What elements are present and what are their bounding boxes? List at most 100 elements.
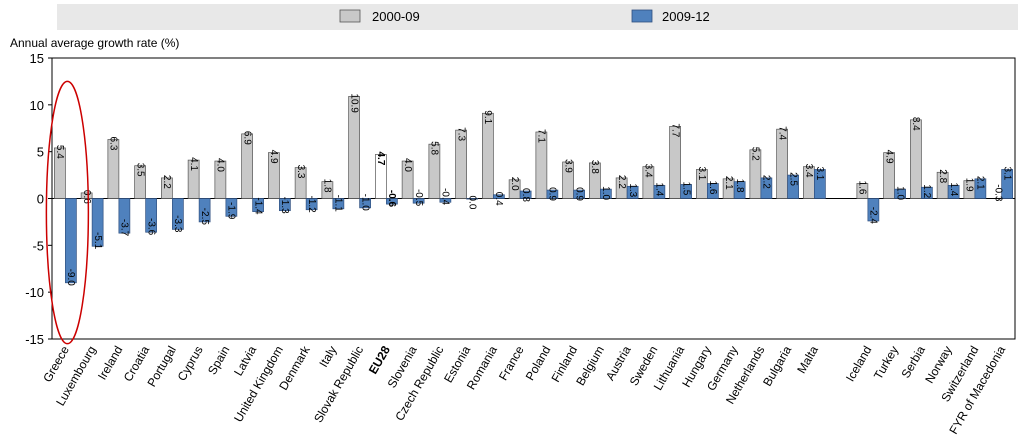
bar-2009-12-slovenia bbox=[412, 198, 425, 204]
data-label-2000-09-luxembourg: 0.6 bbox=[81, 190, 92, 204]
bar-2009-12-ireland bbox=[118, 198, 131, 234]
bar-2000-09-eu28 bbox=[375, 154, 387, 199]
data-label-2000-09-hungary: 3.1 bbox=[696, 166, 707, 180]
data-label-2009-12-netherlands: 2.2 bbox=[761, 175, 772, 189]
data-label-2009-12-belgium: 1.0 bbox=[600, 186, 611, 200]
data-label-2000-09-united-kingdom: 4.9 bbox=[268, 150, 279, 164]
data-label-2000-09-serbia: 8.4 bbox=[910, 117, 921, 131]
y-tick-label: 0 bbox=[37, 192, 44, 207]
bar-2000-09-luxembourg bbox=[80, 192, 93, 199]
bar-2009-12-finland bbox=[573, 189, 585, 199]
bar-2000-09-denmark bbox=[294, 167, 307, 199]
bar-2000-09-croatia bbox=[134, 165, 146, 199]
bar-2009-12-denmark bbox=[305, 198, 318, 211]
bar-2000-09-turkey bbox=[883, 152, 895, 199]
bar-2009-12-greece bbox=[65, 198, 77, 284]
data-label-2009-12-germany: 1.8 bbox=[734, 179, 745, 193]
data-label-2009-12-iceland: -2.4 bbox=[868, 207, 879, 225]
legend-label-2000-09: 2000-09 bbox=[372, 9, 420, 24]
data-label-2009-12-fyr-of-macedonia: 3.1 bbox=[1001, 166, 1012, 180]
data-label-2000-09-italy: 1.8 bbox=[322, 179, 333, 193]
legend-item-2000-09: 2000-09 bbox=[339, 9, 420, 24]
data-label-2009-12-greece: -9.0 bbox=[65, 269, 76, 287]
bar-2000-09-cyprus bbox=[187, 159, 200, 199]
data-label-2009-12-croatia: -3.6 bbox=[145, 218, 156, 236]
y-tick-label: 10 bbox=[30, 98, 44, 113]
bar-2009-12-italy bbox=[332, 198, 345, 210]
bar-2000-09-united-kingdom bbox=[268, 152, 280, 199]
category-label-turkey: Turkey bbox=[871, 344, 901, 382]
data-label-2000-09-spain: 4.0 bbox=[215, 158, 226, 172]
data-label-2009-12-czech-republic: -0.4 bbox=[440, 188, 451, 206]
data-label-2009-12-luxembourg: -5.1 bbox=[92, 232, 103, 250]
data-label-2009-12-malta: 3.1 bbox=[814, 166, 825, 180]
data-label-2009-12-portugal: -3.3 bbox=[172, 215, 183, 233]
bar-2009-12-poland bbox=[546, 189, 559, 199]
data-label-2000-09-portugal: 2.2 bbox=[161, 175, 172, 189]
bar-2000-09-poland bbox=[535, 131, 548, 199]
bar-2009-12-norway bbox=[947, 185, 960, 199]
data-label-2009-12-france: 0.8 bbox=[520, 188, 531, 202]
category-label-cyprus: Cyprus bbox=[175, 344, 206, 384]
data-label-2009-12-eu28: -0.6 bbox=[386, 190, 397, 208]
data-label-2000-09-france: 2.0 bbox=[509, 177, 520, 191]
legend-label-2009-12: 2009-12 bbox=[662, 9, 710, 24]
bar-2009-12-croatia bbox=[145, 198, 157, 233]
data-label-2000-09-latvia: 6.9 bbox=[241, 131, 252, 145]
bar-2000-09-romania bbox=[482, 112, 494, 199]
data-label-2009-12-spain: -1.9 bbox=[226, 202, 237, 220]
data-label-2009-12-united-kingdom: -1.3 bbox=[279, 196, 290, 214]
data-label-2009-12-latvia: -1.4 bbox=[252, 197, 263, 215]
data-label-2009-12-turkey: 1.0 bbox=[894, 186, 905, 200]
bar-2009-12-cyprus bbox=[198, 198, 211, 223]
bar-2000-09-slovenia bbox=[401, 160, 414, 199]
y-tick-label: -10 bbox=[25, 285, 44, 300]
bar-2009-12-germany bbox=[733, 181, 746, 199]
data-label-2000-09-austria: 2.2 bbox=[616, 175, 627, 189]
legend-item-2009-12: 2009-12 bbox=[631, 9, 710, 24]
bar-2000-09-latvia bbox=[241, 133, 253, 199]
data-label-extra-fyr-of-macedonia: -0.3 bbox=[992, 184, 1003, 202]
data-label-2000-09-slovenia: 4.0 bbox=[402, 158, 413, 172]
data-label-2000-09-germany: 2.1 bbox=[723, 176, 734, 190]
bar-2009-12-iceland bbox=[867, 198, 880, 222]
bar-2000-09-bulgaria bbox=[776, 128, 788, 199]
bar-2009-12-lithuania bbox=[680, 184, 692, 199]
data-label-2009-12-denmark: -1.2 bbox=[306, 196, 317, 214]
category-label-italy: Italy bbox=[316, 344, 339, 370]
bar-2009-12-latvia bbox=[252, 198, 264, 212]
bar-2000-09-finland bbox=[562, 161, 574, 199]
bar-2009-12-malta bbox=[814, 169, 826, 199]
y-tick-label: -5 bbox=[32, 238, 44, 253]
bar-2009-12-serbia bbox=[921, 186, 933, 199]
data-label-2009-12-slovak-republic: -1.0 bbox=[359, 194, 370, 212]
bar-2009-12-spain bbox=[225, 198, 238, 217]
data-label-2009-12-hungary: 1.6 bbox=[707, 181, 718, 195]
bar-2009-12-romania bbox=[493, 194, 505, 199]
category-label-france: France bbox=[496, 343, 527, 383]
bar-2009-12-slovak-republic bbox=[359, 198, 371, 209]
data-label-2000-09-lithuania: 7.7 bbox=[669, 123, 680, 137]
data-label-2009-12-ireland: -3.7 bbox=[119, 219, 130, 237]
data-label-2000-09-sweden: 3.4 bbox=[643, 164, 654, 178]
bar-2009-12-czech-republic bbox=[439, 198, 452, 203]
data-label-2000-09-slovak-republic: 10.9 bbox=[348, 93, 359, 113]
bar-2009-12-luxembourg bbox=[91, 198, 104, 247]
bar-2000-09-ireland bbox=[107, 139, 120, 199]
bar-2009-12-hungary bbox=[707, 183, 719, 199]
data-label-2009-12-romania: 0.4 bbox=[493, 192, 504, 206]
legend-band bbox=[57, 4, 1018, 30]
data-label-2000-09-iceland: 1.6 bbox=[857, 181, 868, 195]
bar-2000-09-italy bbox=[321, 181, 334, 199]
data-label-2000-09-croatia: 3.5 bbox=[134, 163, 145, 177]
bar-2000-09-serbia bbox=[910, 119, 922, 199]
data-label-2000-09-denmark: 3.3 bbox=[295, 165, 306, 179]
category-label-malta: Malta bbox=[794, 343, 821, 376]
data-label-2009-12-lithuania: 1.5 bbox=[680, 181, 691, 195]
bar-2000-09-lithuania bbox=[669, 126, 681, 199]
data-label-2000-09-czech-republic: 5.8 bbox=[429, 141, 440, 155]
bar-2000-09-sweden bbox=[642, 166, 655, 199]
data-label-2000-09-greece: 5.4 bbox=[54, 145, 65, 159]
data-label-2009-12-switzerland: 2.1 bbox=[975, 176, 986, 190]
data-label-2009-12-estonia: 0.0 bbox=[466, 196, 477, 210]
